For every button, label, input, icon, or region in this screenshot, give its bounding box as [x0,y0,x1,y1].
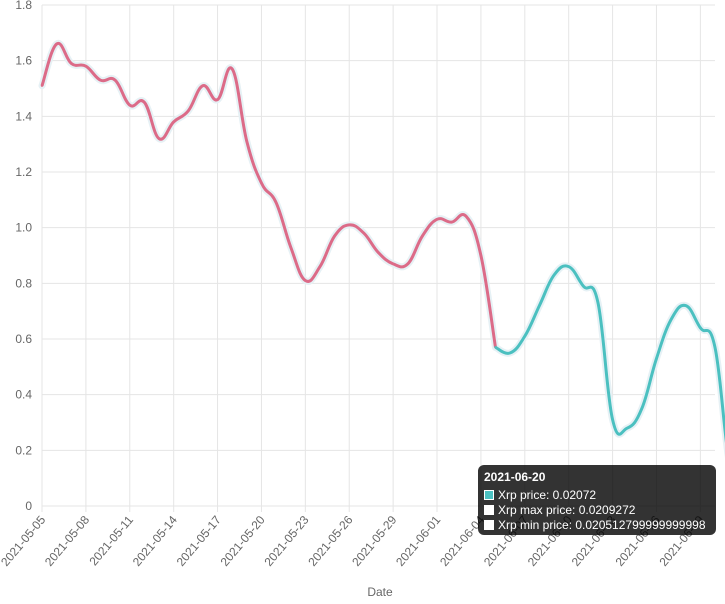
data-point[interactable] [40,84,44,87]
data-point[interactable] [230,67,234,71]
data-point[interactable] [84,65,88,68]
data-point[interactable] [172,120,175,124]
tooltip-swatch-min [484,519,494,530]
tooltip-row-min: Xrp min price: 0.020512799999999998 [484,517,710,532]
data-point[interactable] [582,284,585,288]
data-point[interactable] [567,265,570,268]
data-point[interactable] [187,109,190,112]
data-point[interactable] [421,234,424,238]
data-point[interactable] [684,304,687,307]
y-tick-label: 0.8 [15,276,32,290]
data-point[interactable] [260,181,263,185]
data-point[interactable] [304,279,307,282]
x-tick-label: 2021-05-14 [130,513,180,569]
data-point[interactable] [289,245,292,249]
data-point[interactable] [157,137,161,140]
grid [41,4,715,512]
data-point[interactable] [245,140,249,143]
data-point[interactable] [508,351,512,355]
tooltip-row-price: Xrp price: 0.02072 [484,487,710,502]
data-point[interactable] [55,42,58,46]
data-point[interactable] [699,326,702,330]
x-axis-title: Date [367,585,393,599]
y-tick-label: 0.4 [15,388,32,402]
x-tick-label: 2021-05-29 [349,513,399,569]
tooltip-swatch-price [484,489,494,500]
data-point[interactable] [479,254,483,257]
data-point[interactable] [538,304,541,307]
x-tick-label: 2021-05-26 [305,513,355,569]
y-tick-label: 1.4 [15,109,32,123]
tooltip-label-max: Xrp max price: 0.0209272 [498,502,636,517]
tooltip-label-price: Xrp price: 0.02072 [498,487,597,502]
tooltip-label-min: Xrp min price: 0.020512799999999998 [498,517,706,532]
data-point[interactable] [348,223,351,227]
y-tick-label: 1.6 [15,54,32,68]
data-point[interactable] [626,426,629,430]
x-tick-label: 2021-05-08 [42,513,92,569]
data-point[interactable] [494,346,497,349]
series-band [38,39,499,351]
data-point[interactable] [450,220,453,224]
data-point[interactable] [669,318,673,321]
y-axis: 0 0.2 0.4 0.6 0.8 1.0 1.2 1.4 1.6 1.8 [15,0,32,513]
data-point[interactable] [655,357,658,360]
data-point[interactable] [113,78,117,82]
y-tick-label: 0.2 [15,443,32,457]
x-tick-label: 2021-05-23 [261,513,311,569]
y-tick-label: 1.0 [15,221,32,235]
chart-tooltip: 2021-06-20 Xrp price: 0.02072 Xrp max pr… [478,465,716,535]
data-point[interactable] [640,407,644,410]
data-point[interactable] [333,234,336,238]
series-lines [38,39,725,459]
x-tick-label: 2021-05-17 [174,513,224,569]
data-point[interactable] [406,262,409,266]
data-point[interactable] [465,215,468,218]
data-point[interactable] [216,98,219,101]
tooltip-title: 2021-06-20 [484,470,546,484]
data-point[interactable] [99,78,102,82]
data-point[interactable] [523,335,527,338]
data-point[interactable] [274,201,278,204]
data-point[interactable] [611,418,614,421]
data-point[interactable] [143,101,146,104]
tooltip-swatch-max [484,504,494,515]
data-point[interactable] [201,84,205,87]
data-point[interactable] [596,301,600,305]
data-point[interactable] [128,104,131,107]
data-point[interactable] [377,251,380,254]
y-tick-label: 0 [25,499,32,513]
y-tick-label: 1.8 [15,0,32,12]
data-point[interactable] [70,62,73,65]
data-point[interactable] [435,218,439,221]
tooltip-row-max: Xrp max price: 0.0209272 [484,502,710,517]
data-point[interactable] [713,346,717,349]
y-tick-label: 0.6 [15,332,32,346]
data-point[interactable] [362,232,366,235]
data-point[interactable] [318,265,322,268]
data-point[interactable] [391,262,395,266]
data-point[interactable] [552,273,556,277]
x-tick-label: 2021-06-01 [393,513,443,569]
x-tick-label: 2021-05-20 [218,513,268,569]
y-tick-label: 1.2 [15,165,32,179]
